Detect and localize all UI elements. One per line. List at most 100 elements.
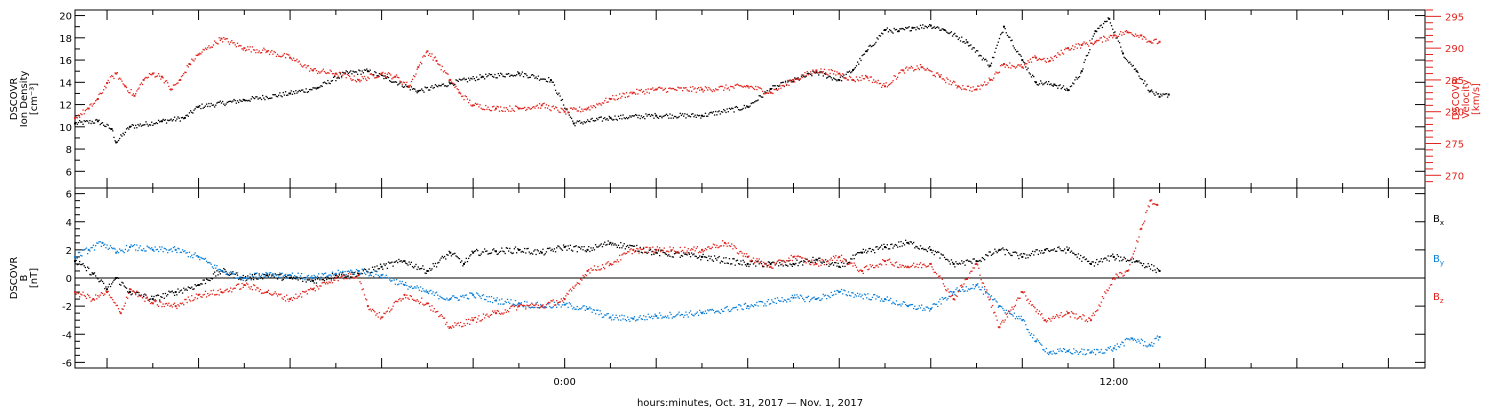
density-sample — [861, 54, 863, 57]
density-sample — [467, 77, 470, 79]
bz-sample — [670, 249, 672, 251]
bz-point — [174, 305, 177, 308]
bx-sample — [347, 275, 350, 277]
density-y-label: Ion Density — [19, 71, 30, 128]
bx-sample — [866, 252, 868, 254]
velocity-sample — [431, 53, 433, 55]
velocity-sample — [377, 76, 379, 78]
by-point — [151, 248, 154, 251]
by-point — [311, 277, 314, 279]
by-sample — [1059, 348, 1061, 350]
bz-sample — [376, 312, 378, 315]
density-sample — [546, 81, 549, 83]
legend-subscript: x — [1440, 219, 1444, 227]
bz-sample — [766, 266, 768, 268]
bz-sample — [306, 293, 308, 295]
bz-sample — [430, 309, 432, 311]
by-sample — [459, 295, 462, 297]
velocity-sample — [925, 69, 927, 71]
velocity-sample — [535, 105, 537, 107]
velocity-sample — [135, 93, 137, 95]
by-sample — [284, 273, 287, 276]
by-point — [838, 291, 841, 294]
density-sample — [359, 70, 361, 72]
density-sample — [281, 96, 283, 98]
by-sample — [639, 315, 641, 317]
by-sample — [439, 295, 441, 297]
by-sample — [572, 308, 574, 310]
by-sample — [753, 304, 756, 306]
bz-sample — [1155, 203, 1157, 206]
velocity-sample — [213, 40, 216, 42]
bx-sample — [1060, 249, 1062, 252]
velocity-sample — [350, 78, 352, 80]
density-sample — [1034, 81, 1036, 83]
bz-sample — [1124, 271, 1126, 273]
by-sample — [536, 301, 538, 304]
bx-sample — [981, 256, 983, 259]
bz-point — [366, 305, 369, 308]
bz-sample — [649, 247, 652, 249]
by-sample — [621, 314, 623, 316]
bx-sample — [902, 242, 905, 245]
by-sample — [966, 290, 969, 292]
bx-sample — [446, 253, 448, 256]
density-sample — [512, 75, 514, 77]
bx-sample — [964, 264, 966, 266]
bz-sample — [610, 264, 613, 266]
bx-sample — [433, 265, 435, 267]
velocity-sample — [1080, 47, 1082, 49]
velocity-sample — [626, 96, 629, 98]
bx-sample — [213, 271, 216, 273]
bx-sample — [1038, 250, 1041, 252]
bx-sample — [445, 258, 447, 260]
bx-sample — [247, 275, 249, 277]
bx-sample — [218, 271, 220, 273]
density-sample — [145, 121, 147, 123]
density-sample — [249, 100, 251, 102]
density-sample — [800, 76, 803, 78]
by-sample — [1142, 344, 1145, 347]
density-sample — [82, 123, 84, 126]
bx-sample — [818, 257, 820, 259]
bx-sample — [234, 273, 236, 276]
velocity-sample — [267, 50, 270, 52]
density-sample — [255, 96, 257, 98]
bz-sample — [680, 250, 683, 253]
velocity-sample — [953, 80, 955, 82]
velocity-sample — [450, 81, 453, 83]
bx-sample — [296, 276, 298, 278]
density-sample — [665, 113, 668, 115]
velocity-sample — [77, 114, 80, 116]
density-sample — [954, 32, 956, 35]
bz-sample — [948, 291, 950, 293]
bz-sample — [735, 247, 737, 250]
bz-sample — [1022, 292, 1025, 294]
velocity-sample — [772, 92, 774, 95]
density-sample — [733, 111, 735, 113]
by-sample — [1101, 352, 1104, 354]
bz-sample — [488, 316, 490, 318]
density-sample — [155, 122, 157, 124]
density-sample — [588, 120, 590, 122]
bx-point — [380, 265, 383, 268]
by-sample — [147, 246, 149, 248]
velocity-sample — [208, 45, 210, 47]
bz-sample — [323, 281, 326, 284]
bx-sample — [1147, 263, 1149, 265]
bx-sample — [443, 255, 446, 258]
velocity-sample — [980, 84, 982, 86]
bx-sample — [1027, 257, 1029, 259]
by-sample — [1051, 353, 1053, 355]
bx-sample — [908, 243, 910, 245]
bx-sample — [779, 262, 781, 264]
by-sample — [337, 269, 339, 272]
bz-sample — [490, 313, 493, 316]
by-point — [1089, 351, 1092, 354]
by-sample — [418, 289, 421, 291]
velocity-sample — [353, 75, 355, 77]
bz-sample — [221, 292, 224, 294]
by-sample — [929, 310, 931, 312]
velocity-point — [87, 107, 90, 110]
velocity-sample — [505, 107, 508, 109]
